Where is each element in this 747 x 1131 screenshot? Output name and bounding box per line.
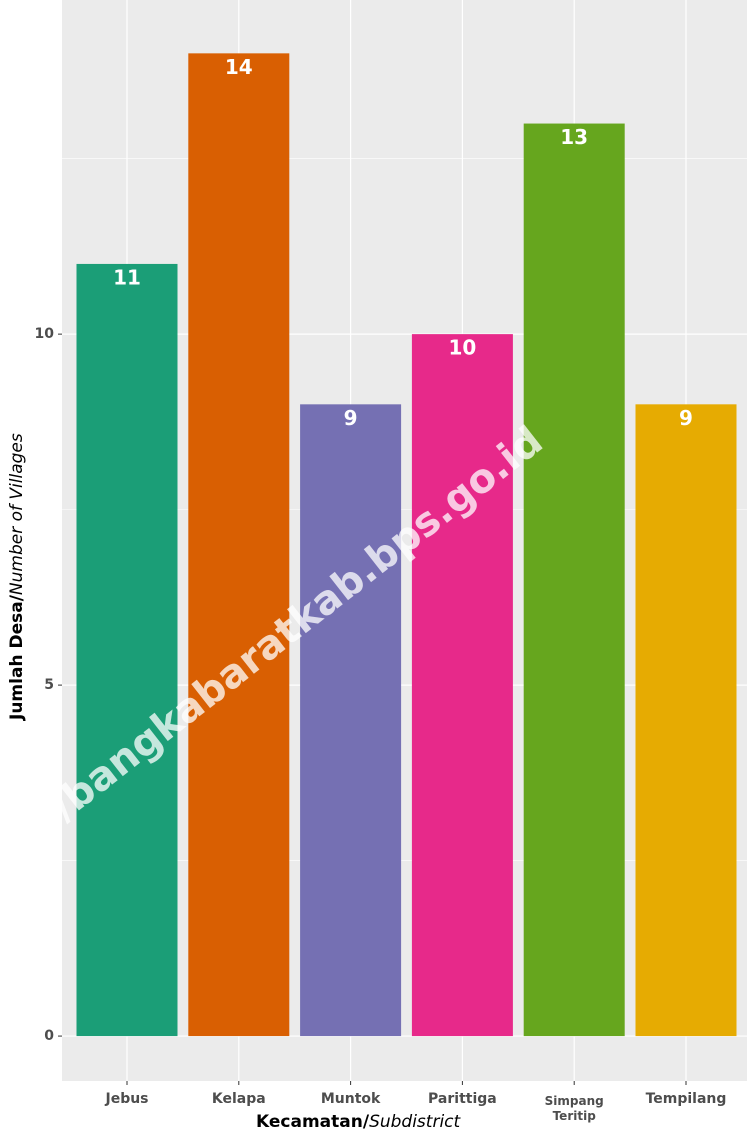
value-label: 10: [448, 336, 476, 360]
bar: [188, 53, 290, 1037]
x-tick-label-line: Simpang: [545, 1094, 604, 1108]
y-title-bold: Jumlah Desa/: [7, 594, 27, 721]
bar: [635, 404, 737, 1037]
value-label: 14: [225, 55, 253, 79]
x-tick-label: Muntok: [321, 1091, 381, 1107]
x-title-italic: Subdistrict: [369, 1112, 461, 1131]
y-axis-title: Jumlah Desa/Number of Villages: [7, 433, 27, 721]
bar: [300, 404, 402, 1037]
x-tick-label: Kelapa: [212, 1091, 266, 1107]
x-tick-label-line: Teritip: [553, 1109, 597, 1123]
bars: [76, 53, 737, 1037]
x-tick-label: Parittiga: [428, 1091, 497, 1107]
x-tick-label: Jebus: [104, 1091, 148, 1107]
y-tick-label: 5: [44, 677, 54, 693]
bar: [76, 263, 178, 1037]
y-title-italic: Number of Villages: [7, 433, 27, 595]
y-tick-label: 10: [35, 326, 55, 342]
value-label: 11: [113, 265, 141, 289]
value-label: 9: [679, 406, 693, 430]
y-tick-label: 0: [44, 1028, 54, 1044]
x-tick-label: Tempilang: [646, 1091, 727, 1107]
bar: [411, 334, 513, 1037]
x-tick-label: Simpang Teritip: [545, 1094, 604, 1123]
x-title-bold: Kecamatan/: [256, 1112, 370, 1131]
x-axis-title: Kecamatan/Subdistrict: [256, 1112, 462, 1131]
value-label: 9: [344, 406, 358, 430]
bar: [523, 123, 625, 1037]
value-label: 13: [560, 125, 588, 149]
